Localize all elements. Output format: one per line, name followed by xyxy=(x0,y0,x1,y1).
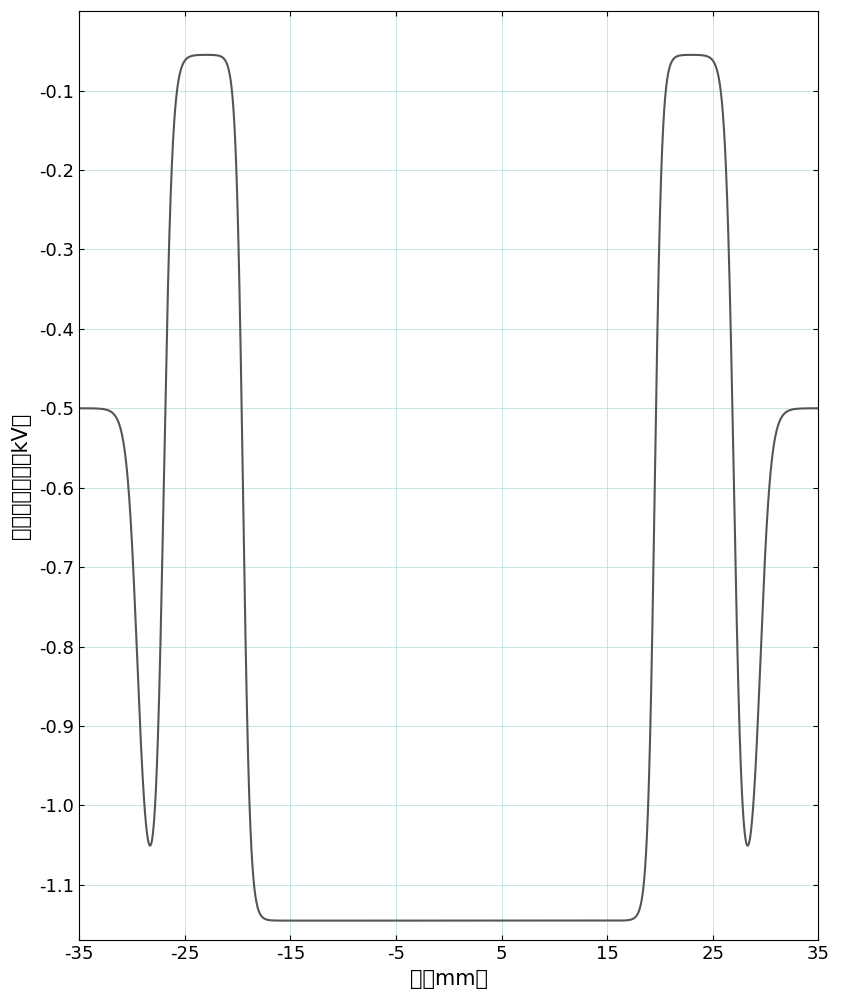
Y-axis label: 样品表面电势（kV）: 样品表面电势（kV） xyxy=(11,413,31,539)
X-axis label: 长（mm）: 长（mm） xyxy=(410,969,488,989)
